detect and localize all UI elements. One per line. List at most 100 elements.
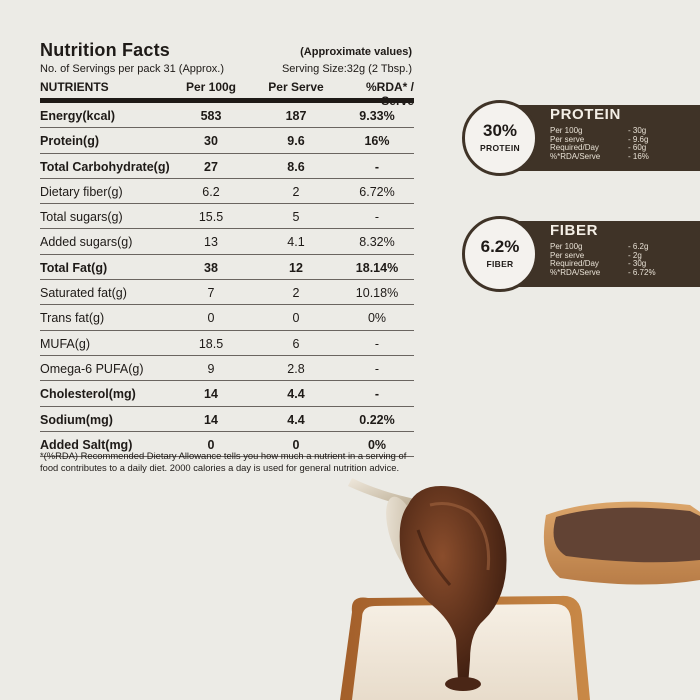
detail-line: Per 100g - 30g xyxy=(550,126,647,135)
per-serve-value: 12 xyxy=(289,260,303,275)
nutrition-title: Nutrition Facts xyxy=(40,40,171,60)
detail-line: %*RDA/Serve - 16% xyxy=(550,151,649,161)
rda-value: 0% xyxy=(367,311,387,326)
table-row: Total Carbohydrate(g) 27 8.6 - xyxy=(40,154,414,179)
fiber-title: FIBER xyxy=(550,222,598,239)
nutrient-name: Omega-6 PUFA(g) xyxy=(40,361,144,376)
rda-value: 6.72% xyxy=(359,184,395,199)
table-row: MUFA(g) 18.5 6 - xyxy=(40,331,414,356)
per-serve-value: 0 xyxy=(292,311,300,326)
protein-circle: 30% PROTEIN xyxy=(462,100,538,176)
per-100g-value: 15.5 xyxy=(198,210,224,225)
per-serve-value: 9.6 xyxy=(287,134,305,149)
rda-value: 10.18% xyxy=(355,286,399,301)
nutrient-name: Added sugars(g) xyxy=(40,235,133,250)
per-100g-value: 583 xyxy=(200,109,222,123)
per-100g-value: 14 xyxy=(204,412,218,427)
per-100g-value: 0 xyxy=(207,437,215,452)
rda-value: 16% xyxy=(364,134,390,149)
protein-percent: 30% xyxy=(482,121,518,140)
per-serve-value: 0 xyxy=(292,437,300,452)
table-row: Protein(g) 30 9.6 16% xyxy=(40,128,414,154)
fiber-badge: 6.2% FIBER FIBER Per 100g - 6.2g Per serv… xyxy=(462,216,700,292)
rda-value: - xyxy=(374,387,380,402)
nutrient-name: Saturated fat(g) xyxy=(40,286,127,301)
table-row: Total Fat(g) 38 12 18.14% xyxy=(40,255,414,281)
table-row: Energy(kcal) 583 187 9.33% xyxy=(40,103,414,129)
detail-line: Required/Day - 60g xyxy=(550,143,647,152)
per-serve-value: 4.4 xyxy=(287,387,305,402)
per-serve-value: 6 xyxy=(292,336,300,351)
rda-value: 8.32% xyxy=(359,235,395,250)
per-serve-value: 4.4 xyxy=(287,412,305,427)
nutrient-name: Protein(g) xyxy=(40,134,100,149)
detail-line: %*RDA/Serve - 6.72% xyxy=(550,267,656,277)
per-serve-value: 2 xyxy=(292,286,300,301)
nutrient-name: Added Salt(mg) xyxy=(40,437,133,452)
table-header: NUTRIENTS Per 100g Per Serve %RDA* / Ser… xyxy=(40,80,414,108)
table-row: Omega-6 PUFA(g) 9 2.8 - xyxy=(40,356,414,382)
per-100g-value: 27 xyxy=(204,159,218,174)
header-nutrients: NUTRIENTS xyxy=(40,80,109,94)
detail-line: Per serve - 2g xyxy=(550,250,642,260)
nutrient-name: Energy(kcal) xyxy=(40,109,116,123)
table-row: Added sugars(g) 13 4.1 8.32% xyxy=(40,229,414,255)
per-100g-value: 0 xyxy=(207,311,215,326)
nutrient-table-body: Energy(kcal) 583 187 9.33% Protein(g) 30 9.6 16… xyxy=(40,103,414,458)
table-row: Total sugars(g) 15.5 5 - xyxy=(40,204,414,230)
detail-line: Required/Day - 30g xyxy=(550,259,647,268)
fiber-details: Per 100g - 6.2g Per serve - 2g Required/Da… xyxy=(550,242,700,277)
fiber-circle-label: FIBER xyxy=(486,259,514,269)
per-serve-value: 8.6 xyxy=(287,159,305,174)
toast-with-spread xyxy=(543,501,700,585)
nutrient-name: Total Carbohydrate(g) xyxy=(40,159,170,174)
protein-circle-label: PROTEIN xyxy=(480,143,520,153)
chocolate-dollop xyxy=(399,486,507,691)
per-serve-value: 5 xyxy=(292,210,300,225)
rda-footnote: *(%RDA) Recommended Dietary Allowance te… xyxy=(40,450,407,473)
table-row: Sodium(mg) 14 4.4 0.22% xyxy=(40,407,414,432)
fiber-circle: 6.2% FIBER xyxy=(462,216,538,292)
approximate-values-note: (Approximate values) xyxy=(300,46,412,58)
header-per-100g: Per 100g xyxy=(185,80,237,94)
per-serve-value: 2.8 xyxy=(287,361,305,376)
header-divider xyxy=(40,98,414,103)
table-row: Added Salt(mg) 0 0 0% xyxy=(40,432,414,458)
per-100g-value: 30 xyxy=(204,134,218,149)
per-serve-value: 4.1 xyxy=(287,235,305,250)
nutrient-name: Trans fat(g) xyxy=(40,311,105,326)
nutrient-name: Dietary fiber(g) xyxy=(40,184,123,199)
table-row: Saturated fat(g) 7 2 10.18% xyxy=(40,280,414,306)
protein-badge: 30% PROTEIN PROTEIN Per 100g - 30g Per se… xyxy=(462,100,700,176)
per-100g-value: 38 xyxy=(204,260,218,275)
protein-title: PROTEIN xyxy=(550,106,621,123)
per-100g-value: 6.2 xyxy=(202,184,220,199)
per-100g-value: 14 xyxy=(204,387,218,402)
fiber-percent: 6.2% xyxy=(480,237,520,256)
rda-value: - xyxy=(374,159,380,174)
table-row: Dietary fiber(g) 6.2 2 6.72% xyxy=(40,179,414,205)
detail-line: Per 100g - 6.2g xyxy=(550,242,649,251)
per-serve-value: 2 xyxy=(292,184,300,199)
serving-size: Serving Size:32g (2 Tbsp.) xyxy=(281,63,412,75)
rda-value: - xyxy=(374,336,380,351)
nutrient-name: Sodium(mg) xyxy=(40,412,113,427)
table-row: Cholesterol(mg) 14 4.4 - xyxy=(40,381,414,407)
nutrient-name: Total Fat(g) xyxy=(40,260,108,275)
rda-value: 18.14% xyxy=(355,260,399,275)
per-100g-value: 18.5 xyxy=(198,336,224,351)
header-per-serve: Per Serve xyxy=(268,80,324,94)
servings-per-pack: No. of Servings per pack 31 (Approx.) xyxy=(40,63,225,75)
nutrient-name: MUFA(g) xyxy=(40,336,90,351)
rda-value: - xyxy=(374,361,380,376)
rda-value: 9.33% xyxy=(359,109,395,123)
table-row: Trans fat(g) 0 0 0% xyxy=(40,305,414,331)
rda-value: 0.22% xyxy=(359,412,395,427)
per-100g-value: 7 xyxy=(207,286,215,301)
detail-line: Per serve - 9.6g xyxy=(550,134,649,144)
rda-value: 0% xyxy=(367,437,387,452)
per-100g-value: 13 xyxy=(204,235,218,250)
rda-value: - xyxy=(374,210,380,225)
